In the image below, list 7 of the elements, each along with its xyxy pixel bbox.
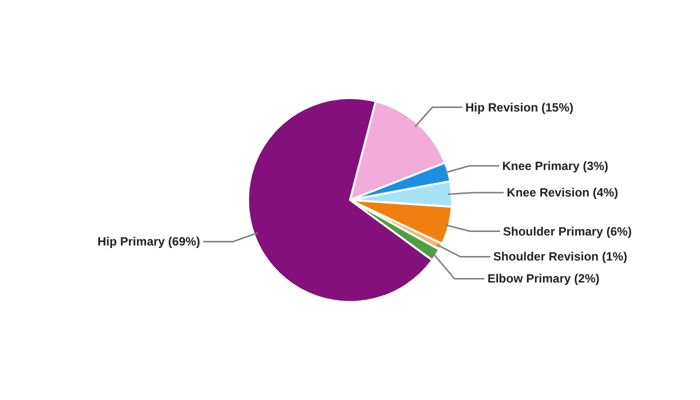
slice-label: Knee Revision (4%) [506,186,618,200]
slice-label: Hip Revision (15%) [465,100,574,114]
slice-label: Elbow Primary (2%) [487,272,600,286]
slice-label: Shoulder Revision (1%) [493,250,628,264]
slice-label: Shoulder Primary (6%) [502,224,632,238]
slice-label: Knee Primary (3%) [502,158,608,173]
slice-label: Hip Primary (69%) [97,234,200,249]
